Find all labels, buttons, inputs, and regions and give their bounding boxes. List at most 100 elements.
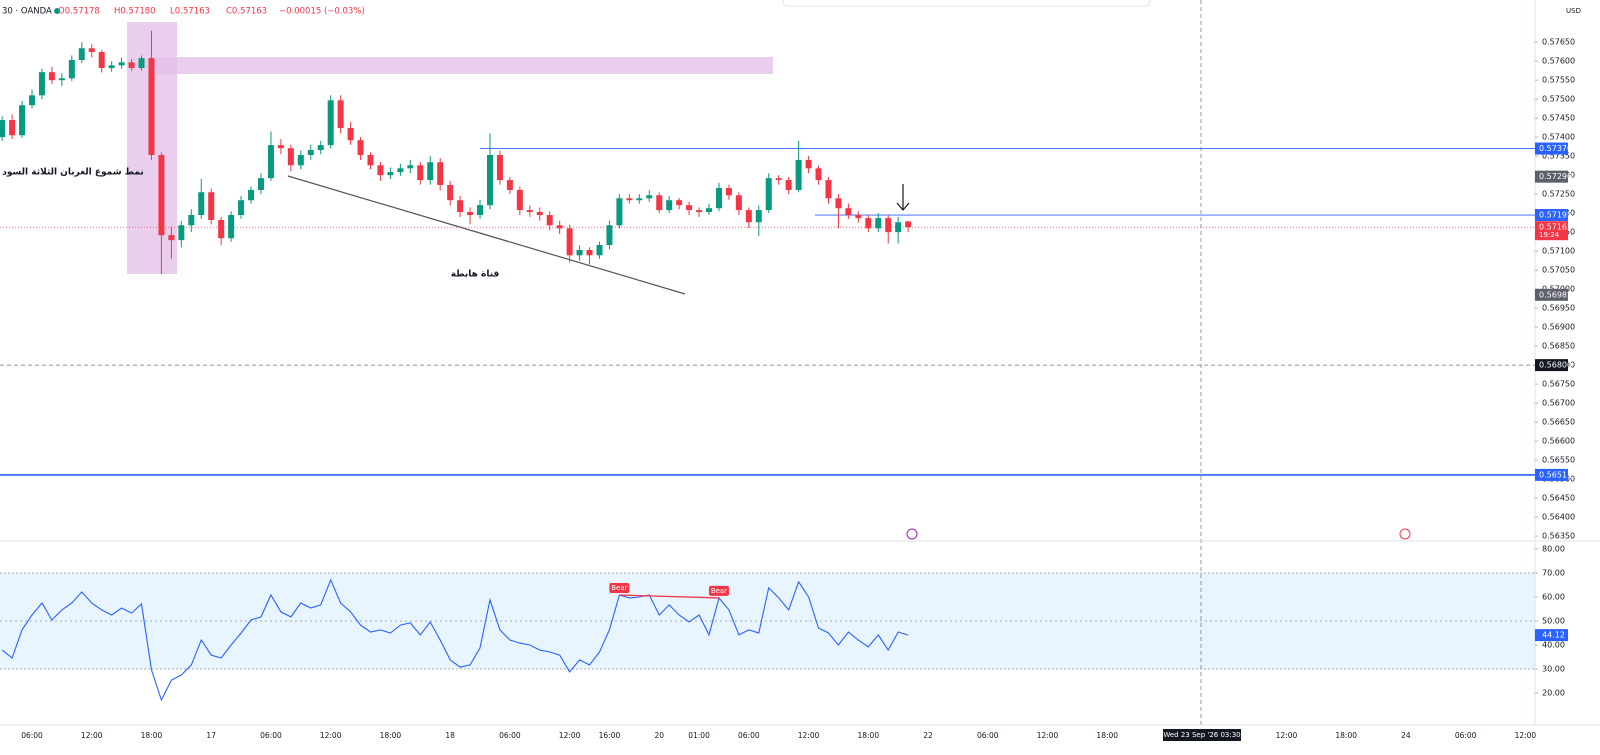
candle-body — [636, 198, 643, 201]
y-tick-label: 0.57600 — [1542, 57, 1575, 66]
candle-body — [208, 192, 215, 220]
y-tick-label: 20.00 — [1542, 689, 1565, 698]
x-tick-label: 06:00 — [977, 731, 999, 740]
candle-body — [785, 180, 792, 190]
x-tick-label: 06:00 — [499, 731, 521, 740]
header-close: C0.57163 — [226, 7, 267, 17]
y-tick-label: 0.57350 — [1542, 152, 1575, 161]
divergence-badge — [609, 583, 630, 594]
candle-body — [805, 159, 812, 169]
y-tick-label: 0.56950 — [1542, 304, 1575, 313]
rsi-badge-label: 44.12 — [1542, 631, 1565, 640]
candle-body — [467, 211, 474, 216]
candle-body — [775, 178, 782, 181]
candle-body — [337, 100, 344, 129]
toolbar[interactable] — [782, 0, 1151, 7]
y-tick-label: 0.57400 — [1542, 133, 1575, 142]
event-icon[interactable] — [906, 528, 918, 540]
candle-body — [825, 180, 832, 199]
y-tick-label: 0.56850 — [1542, 342, 1575, 351]
zone — [150, 57, 773, 74]
candle-body — [626, 198, 633, 201]
candle-body — [586, 249, 593, 256]
y-tick-label: 0.57450 — [1542, 114, 1575, 123]
candle-body — [815, 168, 822, 181]
crosshair-badge — [1535, 359, 1568, 372]
x-tick-label: 12:00 — [798, 731, 820, 740]
candle-body — [108, 65, 115, 69]
candle-body — [317, 145, 324, 151]
x-tick-label: 18:00 — [141, 731, 163, 740]
candle-body — [297, 155, 304, 166]
x-tick-label: 01:00 — [688, 731, 710, 740]
candle-body — [88, 48, 95, 53]
y-tick-label: 40.00 — [1542, 641, 1565, 650]
annotation: نمط شموع الغربان الثلاثة السود — [2, 168, 144, 178]
candle-body — [48, 72, 55, 81]
candle-body — [526, 210, 533, 212]
countdown: 19:24 — [1539, 231, 1560, 239]
candle-body — [277, 145, 284, 149]
candle-body — [138, 58, 145, 69]
x-tick-label: 18:00 — [380, 731, 402, 740]
candle-body — [905, 221, 912, 228]
candle-body — [437, 162, 444, 186]
y-tick-label: 0.56400 — [1542, 513, 1575, 522]
candle-body — [596, 245, 603, 256]
candle-body — [0, 120, 6, 138]
candle-body — [238, 200, 245, 216]
price-badge — [1535, 288, 1568, 301]
candle-body — [377, 165, 384, 176]
x-tick-label: 06:00 — [260, 731, 282, 740]
candle-body — [417, 165, 424, 181]
rsi-line — [1, 578, 909, 702]
candle-body — [228, 215, 235, 239]
y-tick-label: 0.57050 — [1542, 266, 1575, 275]
y-tick-label: 0.57100 — [1542, 247, 1575, 256]
y-tick-label: 0.56700 — [1542, 399, 1575, 408]
candle-body — [895, 222, 902, 233]
divergence-label: Bear — [611, 584, 627, 592]
candle-body — [188, 215, 195, 226]
price-badge — [1535, 170, 1568, 183]
candle-body — [656, 195, 663, 211]
candle-body — [327, 100, 334, 146]
candle-body — [666, 200, 673, 211]
y-tick-label: 80.00 — [1542, 544, 1565, 553]
candle-body — [536, 211, 543, 216]
candle-body — [885, 218, 892, 233]
candle-body — [745, 210, 752, 223]
crosshair-label: 0.56800 — [1539, 361, 1572, 370]
candle-body — [735, 195, 742, 211]
candle-body — [706, 208, 713, 212]
candle-body — [38, 72, 45, 96]
y-tick-label: 60.00 — [1542, 592, 1565, 601]
y-tick-label: 0.56600 — [1542, 437, 1575, 446]
x-tick-label: 18 — [445, 731, 455, 740]
y-tick-label: 0.56900 — [1542, 323, 1575, 332]
x-tick-label: 12:00 — [81, 731, 103, 740]
candle-body — [755, 210, 762, 223]
candle-body — [387, 172, 394, 176]
candle-body — [68, 60, 75, 79]
candle-body — [725, 188, 732, 196]
candle-body — [347, 128, 354, 141]
candle-body — [168, 235, 175, 241]
x-tick-label: 18:00 — [1096, 731, 1118, 740]
candle-body — [486, 155, 493, 206]
x-tick-label: 06:00 — [1455, 731, 1477, 740]
candle-body — [407, 165, 414, 169]
event-icon[interactable] — [1399, 528, 1411, 540]
candle-body — [616, 198, 623, 226]
x-tick-label: 12:00 — [559, 731, 581, 740]
y-tick-label: 0.56750 — [1542, 380, 1575, 389]
last-price-badge — [1535, 221, 1568, 241]
y-tick-label: 0.57500 — [1542, 95, 1575, 104]
x-tick-label: 12:00 — [320, 731, 342, 740]
price-badge — [1535, 142, 1568, 155]
x-tick-label: 06:00 — [21, 731, 43, 740]
candle-body — [566, 228, 573, 256]
candle-body — [875, 218, 882, 229]
candle-body — [845, 208, 852, 216]
divergence-label: Bear — [711, 587, 727, 595]
